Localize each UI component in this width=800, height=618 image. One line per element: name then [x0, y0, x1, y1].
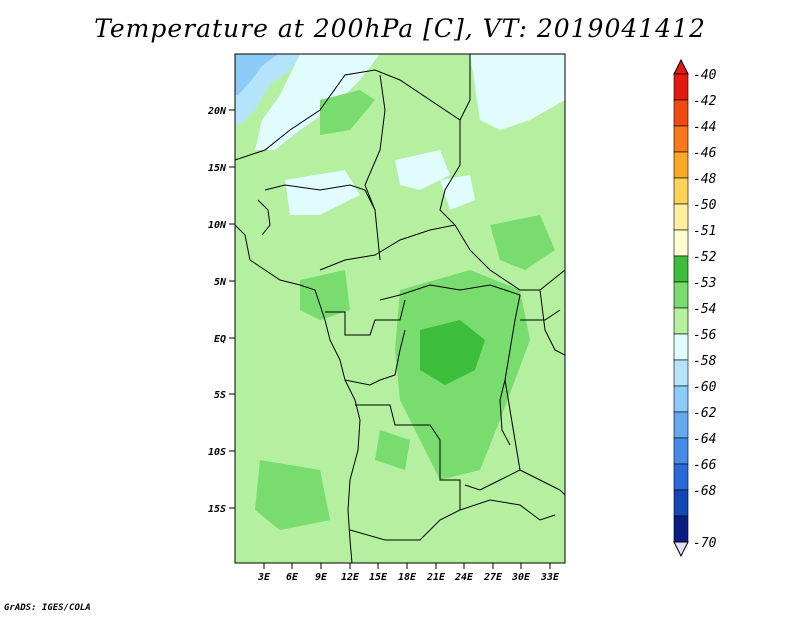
colorbar-label: -53	[693, 276, 716, 291]
border-car-s	[379, 284, 521, 301]
colorbar-swatch	[673, 307, 689, 335]
lat-label: EQ	[214, 334, 226, 345]
lat-label: 10N	[208, 220, 227, 231]
colorbar-swatch	[673, 229, 689, 257]
colorbar-swatch	[673, 73, 689, 101]
border-congo	[344, 329, 406, 386]
field-region-cyan-3	[285, 170, 360, 215]
border-car	[319, 224, 456, 271]
colorbar-label: -48	[693, 172, 717, 187]
colorbar-swatch	[673, 203, 689, 231]
lat-label: 20N	[207, 106, 227, 117]
lon-label: 6E	[286, 572, 299, 583]
colorbar-swatch	[673, 515, 689, 543]
colorbar-swatch	[673, 437, 689, 465]
colorbar-swatch	[673, 489, 689, 517]
lon-axis: 3E 6E 9E 12E 15E 18E 21E 24E 27E 30E 33E	[257, 563, 560, 583]
border-west-small	[257, 199, 271, 236]
colorbar-swatch	[673, 151, 689, 179]
lon-label: 15E	[369, 572, 388, 583]
colorbar-label: -64	[693, 432, 716, 447]
lon-label: 30E	[511, 572, 531, 583]
colorbar-swatch	[673, 463, 689, 491]
colorbar-label: -56	[693, 328, 717, 343]
colorbar-label: -52	[693, 250, 717, 265]
colorbar-swatch	[673, 125, 689, 153]
border-zambia	[459, 499, 556, 521]
border-drc-east	[464, 294, 521, 491]
border-angola	[349, 404, 461, 541]
field-region-colder	[235, 54, 278, 95]
lat-axis: 20N 15N 10N 5N EQ 5S 10S 15S	[207, 106, 235, 515]
border-east	[539, 289, 565, 356]
colorbar: -40 -42 -44 -46 -48 -50 -51 -52 -53 -54 -56 -58 -60 -…	[673, 58, 717, 558]
border-gabon	[325, 299, 406, 336]
colorbar-label: -60	[693, 380, 717, 395]
lon-label: 21E	[426, 572, 446, 583]
border-sudan	[439, 120, 565, 291]
map-title: Temperature at 200hPa [C], VT: 201904141…	[94, 14, 706, 43]
borders	[235, 54, 565, 563]
colorbar-swatch	[673, 333, 689, 361]
field-region-53-sw	[255, 460, 330, 530]
colorbar-label: -62	[693, 406, 717, 421]
lon-label: 3E	[257, 572, 271, 583]
field-region-53-ne	[490, 215, 555, 270]
border-lakes	[499, 379, 511, 446]
border-uganda	[520, 309, 561, 321]
border-tanzania	[519, 469, 565, 496]
lon-label: 27E	[483, 572, 503, 583]
field-region-53-west	[300, 270, 350, 320]
map-frame	[234, 53, 566, 564]
border-nigeria	[264, 184, 376, 211]
border-north	[235, 54, 471, 161]
lat-label: 15S	[208, 504, 226, 515]
colorbar-bottom-arrow	[673, 541, 689, 558]
colorbar-label: -70	[693, 536, 717, 551]
colorbar-label: -42	[693, 94, 717, 109]
colorbar-label: -68	[693, 484, 717, 499]
lat-label: 10S	[208, 447, 226, 458]
colorbar-label: -54	[693, 302, 716, 317]
colorbar-label: -46	[693, 146, 717, 161]
colorbar-swatch	[673, 411, 689, 439]
lon-label: 9E	[315, 572, 328, 583]
field-region-cyan-1	[255, 54, 380, 150]
lon-label: 33E	[540, 572, 560, 583]
field-region-cyan-2	[470, 54, 565, 130]
border-chad-sudan	[364, 74, 386, 261]
colorbar-swatch	[673, 177, 689, 205]
colorbar-swatch	[673, 359, 689, 387]
colorbar-swatch	[673, 385, 689, 413]
field-region-52	[420, 320, 485, 385]
lon-label: 24E	[454, 572, 474, 583]
colorbar-swatch	[673, 281, 689, 309]
colorbar-label: -40	[693, 68, 717, 83]
lat-label: 15N	[208, 163, 227, 174]
field-region-53-north	[320, 90, 375, 135]
coastline	[235, 224, 361, 563]
field-region-53-s	[375, 430, 410, 470]
lon-label: 18E	[398, 572, 417, 583]
field-region-cyan-4	[395, 150, 450, 190]
colorbar-label: -44	[693, 120, 716, 135]
lon-label: 12E	[341, 572, 360, 583]
footer-credit: GrADS: IGES/COLA	[4, 603, 91, 613]
colorbar-label: -50	[693, 198, 717, 213]
temperature-field	[235, 54, 565, 563]
colorbar-label: -58	[693, 354, 717, 369]
lat-label: 5S	[214, 390, 226, 401]
colorbar-label: -66	[693, 458, 717, 473]
lat-label: 5N	[214, 277, 227, 288]
colorbar-label: -51	[693, 224, 716, 239]
colorbar-swatch	[673, 99, 689, 127]
colorbar-top-arrow	[673, 58, 689, 75]
colorbar-swatch	[673, 255, 689, 283]
